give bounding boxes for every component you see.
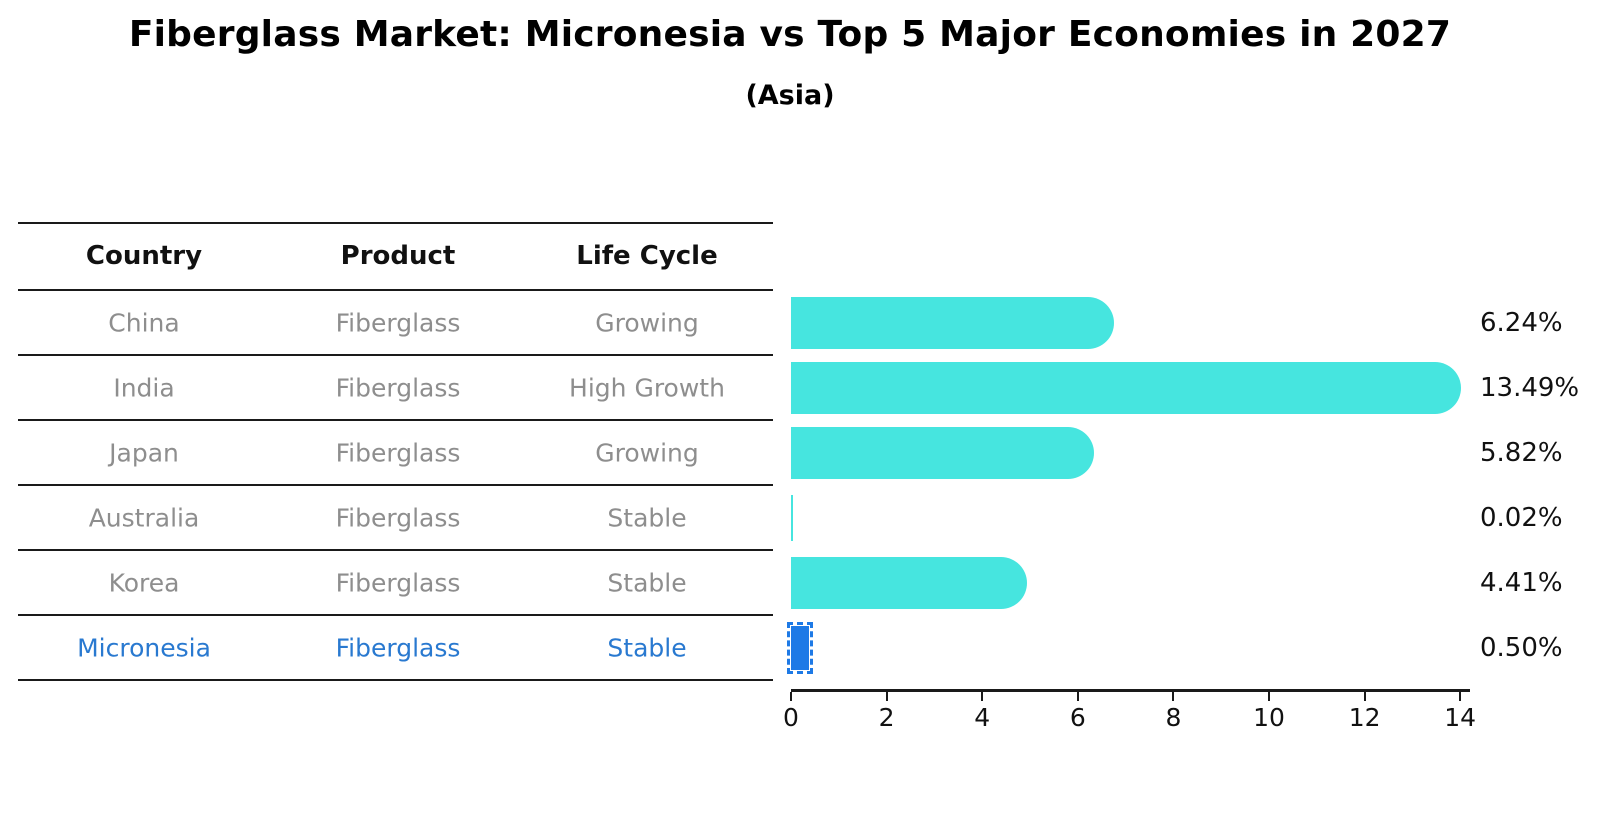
row-product: Fiberglass: [335, 373, 461, 402]
bar-value-label: 0.02%: [1480, 502, 1563, 533]
x-tick-label: 0: [783, 703, 799, 732]
bar-china: [791, 296, 1115, 349]
x-axis-line: [791, 689, 1470, 692]
bar-value-label: 6.24%: [1480, 307, 1563, 338]
x-tick-label: 8: [1165, 703, 1182, 732]
x-tick-label: 4: [974, 703, 991, 732]
row-country: India: [113, 373, 175, 402]
x-tick-label: 10: [1253, 703, 1285, 732]
bar-india: [791, 361, 1461, 414]
x-tick-label: 2: [878, 703, 895, 732]
row-product: Fiberglass: [335, 633, 461, 662]
separator-line: [18, 679, 773, 681]
bar-micronesia: [787, 621, 813, 674]
separator-line: [18, 549, 773, 551]
bar-japan: [791, 426, 1095, 479]
row-life-cycle: Stable: [607, 503, 687, 532]
column-header-country: Country: [85, 241, 203, 271]
row-life-cycle: Growing: [595, 308, 699, 337]
row-country: Micronesia: [77, 633, 211, 662]
bar-value-label: 5.82%: [1480, 437, 1563, 468]
x-tick: [981, 692, 984, 701]
row-country: China: [108, 308, 180, 337]
x-tick: [790, 692, 792, 701]
separator-line: [18, 614, 773, 616]
separator-line: [18, 222, 773, 224]
x-tick-label: 6: [1069, 703, 1086, 732]
bar-value-label: 13.49%: [1480, 372, 1580, 403]
row-life-cycle: Growing: [595, 438, 699, 467]
separator-line: [18, 289, 773, 291]
chart-title: Fiberglass Market: Micronesia vs Top 5 M…: [128, 14, 1452, 55]
row-country: Japan: [109, 438, 179, 467]
row-life-cycle: Stable: [607, 568, 687, 597]
row-product: Fiberglass: [335, 308, 461, 337]
row-life-cycle: High Growth: [569, 373, 725, 402]
x-tick: [1076, 692, 1079, 701]
separator-line: [18, 354, 773, 356]
x-tick: [1268, 692, 1270, 701]
row-life-cycle: Stable: [607, 633, 687, 662]
x-tick-label: 14: [1444, 703, 1477, 732]
row-product: Fiberglass: [335, 503, 461, 532]
x-tick: [1459, 692, 1462, 701]
column-header-lifecycle: Life Cycle: [576, 241, 718, 271]
row-country: Australia: [88, 503, 200, 532]
separator-line: [18, 484, 773, 486]
row-product: Fiberglass: [335, 568, 461, 597]
bar-value-label: 0.50%: [1480, 632, 1563, 663]
bar-australia: [791, 494, 793, 541]
separator-line: [18, 419, 773, 421]
x-tick: [1172, 692, 1175, 701]
column-header-product: Product: [340, 241, 456, 271]
x-tick-label: 12: [1348, 703, 1381, 732]
x-tick: [1363, 692, 1366, 701]
bar-korea: [791, 556, 1027, 609]
row-product: Fiberglass: [335, 438, 461, 467]
bar-value-label: 4.41%: [1480, 567, 1563, 598]
chart-subtitle: (Asia): [745, 80, 835, 111]
row-country: Korea: [108, 568, 180, 597]
x-tick: [885, 692, 888, 701]
